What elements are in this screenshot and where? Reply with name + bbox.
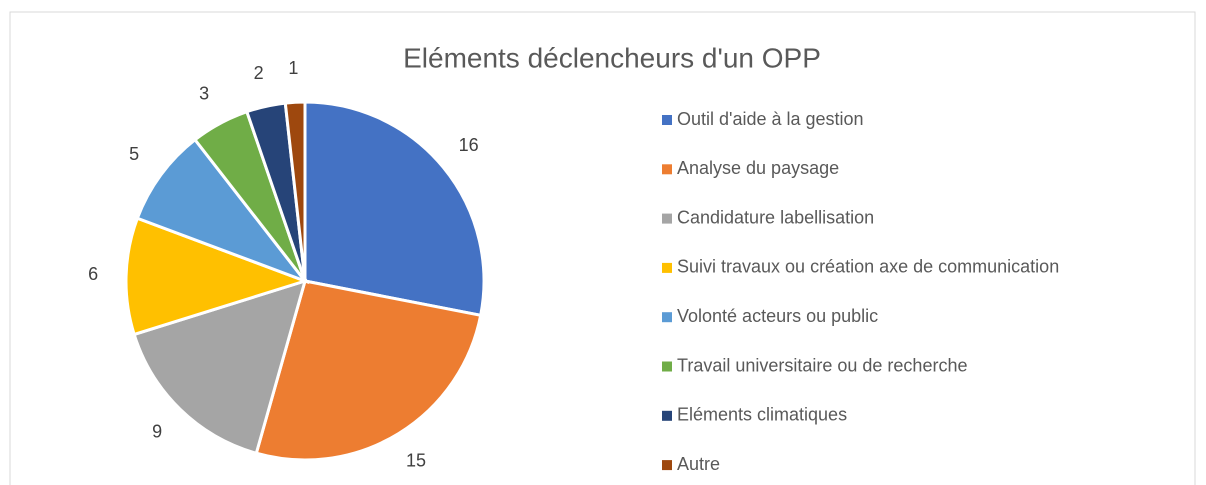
pie-slice [132, 278, 308, 456]
legend-swatch [662, 164, 672, 175]
pie-slice [254, 279, 483, 462]
legend-swatch [662, 361, 672, 372]
data-label: 9 [152, 422, 162, 442]
legend-label: Autre [677, 454, 720, 474]
data-label: 2 [254, 63, 264, 83]
data-label: 1 [288, 58, 298, 78]
chart-frame [9, 11, 1196, 485]
chart-title: Eléments déclencheurs d'un OPP [403, 42, 821, 73]
data-label: 5 [129, 144, 139, 164]
data-label: 15 [406, 450, 426, 470]
pie-slice [135, 137, 310, 285]
legend-label: Analyse du paysage [677, 158, 839, 178]
legend-label: Volonté acteurs ou public [677, 306, 878, 326]
legend-swatch [662, 115, 672, 125]
legend-swatch [662, 213, 672, 224]
legend-label: Eléments climatiques [677, 405, 847, 425]
legend-swatch [662, 460, 672, 471]
legend-label: Travail universitaire ou de recherche [677, 355, 967, 375]
data-label: 3 [199, 83, 209, 103]
pie-slice [303, 100, 486, 318]
legend-label: Candidature labellisation [677, 207, 874, 227]
legend-label: Suivi travaux ou création axe de communi… [677, 257, 1059, 277]
legend-swatch [662, 410, 672, 421]
legend-swatch [662, 312, 672, 323]
data-label: 6 [88, 264, 98, 284]
data-label: 16 [459, 135, 479, 155]
legend-label: Outil d'aide à la gestion [677, 109, 864, 129]
legend-swatch [662, 262, 672, 273]
pie-slice [283, 100, 307, 282]
pie-slice [124, 216, 310, 337]
